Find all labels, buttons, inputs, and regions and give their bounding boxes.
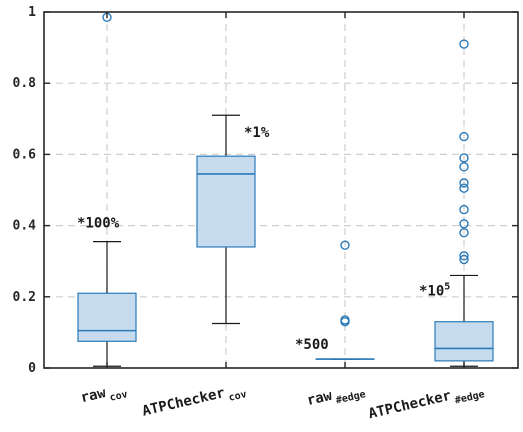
x-label-subscript: #edge bbox=[335, 389, 367, 406]
outlier-point bbox=[459, 178, 469, 188]
box-iqr bbox=[196, 155, 256, 248]
outlier-point bbox=[459, 153, 469, 163]
outlier-point bbox=[459, 39, 469, 49]
x-tick-label: ATPChecker#edge bbox=[367, 380, 486, 426]
y-tick-label: 0.8 bbox=[13, 76, 37, 91]
annotation-label: *105 bbox=[419, 281, 450, 299]
x-tick-label: raw#edge bbox=[305, 380, 366, 413]
box-group-3 bbox=[434, 39, 494, 367]
x-label-subscript: #edge bbox=[454, 389, 486, 406]
y-tick-label: 0.4 bbox=[13, 219, 37, 234]
outlier-point bbox=[459, 254, 469, 265]
x-label-name: raw bbox=[79, 385, 108, 406]
plot-area bbox=[77, 12, 494, 367]
outlier-point bbox=[459, 162, 469, 172]
box-iqr bbox=[434, 321, 494, 362]
x-label-name: ATPChecker bbox=[367, 388, 453, 423]
x-tick-label: ATPCheckercov bbox=[141, 380, 248, 423]
annotation-text: *100% bbox=[77, 216, 120, 232]
outlier-point bbox=[459, 131, 469, 142]
y-tick-label: 0 bbox=[28, 361, 36, 376]
labels: *100%rawcov*1%ATPCheckercov*500raw#edge*… bbox=[77, 125, 486, 426]
outlier-point bbox=[340, 317, 350, 327]
outlier-point bbox=[340, 240, 350, 250]
x-label-name: ATPChecker bbox=[141, 385, 227, 420]
axes-frame bbox=[43, 11, 519, 369]
annotation-superscript: 5 bbox=[444, 281, 450, 292]
x-label-subscript: cov bbox=[109, 389, 129, 404]
annotation-text: *1% bbox=[244, 125, 270, 141]
y-tick-label: 0.6 bbox=[13, 147, 37, 162]
x-label-name: raw bbox=[305, 388, 334, 409]
annotation-text: *500 bbox=[295, 337, 329, 353]
annotation-text: *10 bbox=[419, 283, 444, 299]
y-tick-label: 0.2 bbox=[13, 290, 36, 305]
annotation-label: *500 bbox=[295, 337, 329, 353]
outlier-point bbox=[459, 251, 469, 261]
box-group-0 bbox=[77, 12, 137, 367]
outlier-point bbox=[459, 204, 469, 215]
axes-ticks: 0 0.2 0.4 0.6 0.8 1 bbox=[13, 5, 518, 376]
x-label-subscript: cov bbox=[228, 389, 248, 404]
box-iqr bbox=[77, 292, 137, 342]
x-tick-label: rawcov bbox=[79, 380, 129, 410]
annotation-label: *100% bbox=[77, 216, 120, 232]
outlier-point bbox=[459, 183, 469, 193]
box-group-1 bbox=[196, 114, 256, 325]
outlier-point bbox=[459, 219, 469, 229]
y-tick-label: 1 bbox=[28, 5, 36, 20]
box-group-2 bbox=[315, 240, 375, 360]
annotation-label: *1% bbox=[244, 125, 270, 141]
outlier-point bbox=[459, 228, 469, 238]
